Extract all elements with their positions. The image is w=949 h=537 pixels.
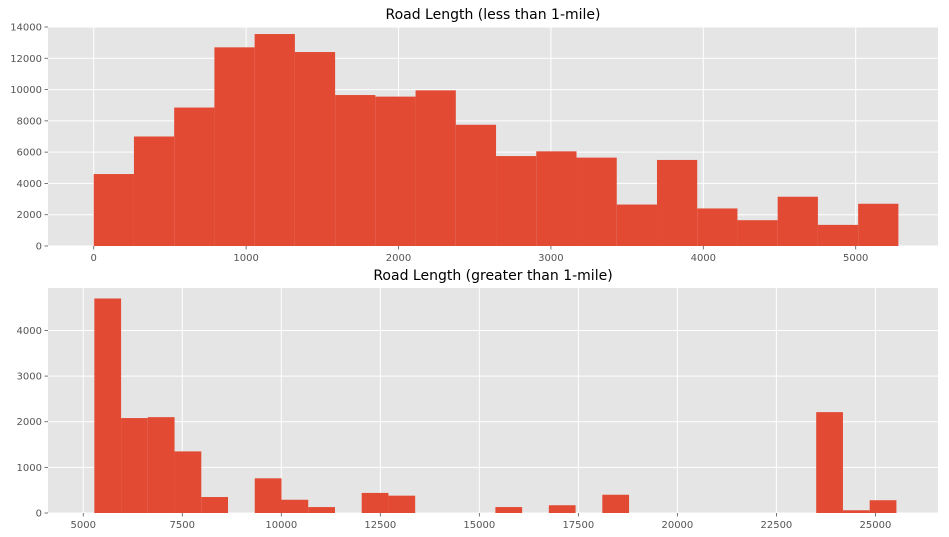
y-tick-label-short-roads: 2000 [17, 210, 42, 221]
histogram-bar-short-roads [777, 196, 818, 246]
bars-short-roads [93, 34, 899, 247]
histogram-bar-long-roads [388, 495, 416, 513]
x-tick-label-long-roads: 12500 [364, 520, 396, 531]
ticks-short-roads: 0 1000 2000 3000 4000 5000 0 2000 4000 6000 8000 10… [10, 23, 868, 265]
x-tick-label-long-roads: 20000 [661, 520, 693, 531]
histogram-bar-long-roads [94, 298, 122, 513]
histogram-bar-short-roads [536, 151, 577, 246]
histogram-bar-short-roads [214, 47, 255, 247]
histogram-bar-short-roads [294, 52, 336, 247]
histogram-bar-long-roads [254, 478, 282, 513]
x-tick-label-short-roads: 5000 [843, 253, 868, 264]
histogram-bar-short-roads [656, 159, 698, 246]
histogram-bar-short-roads [455, 124, 497, 246]
y-tick-label-short-roads: 0 [36, 242, 42, 253]
x-tick-label-short-roads: 3000 [538, 253, 563, 264]
x-tick-label-long-roads: 25000 [860, 520, 892, 531]
y-tick-label-short-roads: 10000 [10, 85, 42, 96]
x-tick-label-short-roads: 1000 [233, 253, 258, 264]
y-tick-label-long-roads: 4000 [17, 326, 42, 337]
histogram-bar-short-roads [858, 203, 899, 246]
histogram-bar-long-roads [201, 497, 229, 513]
histogram-bar-short-roads [576, 157, 617, 246]
chart-title-short-roads: Road Length (less than 1-mile) [385, 7, 600, 23]
histogram-bar-short-roads [174, 107, 215, 246]
histogram-bar-short-roads [496, 156, 537, 246]
histogram-bar-long-roads [495, 507, 523, 513]
histogram-long-roads: 5000 7500 10000 12500 15000 17500 20000 22500 25… [17, 268, 938, 531]
y-tick-label-short-roads: 6000 [17, 148, 42, 159]
x-tick-label-long-roads: 7500 [170, 520, 195, 531]
histogram-bar-long-roads [121, 418, 148, 513]
histogram-bar-long-roads [174, 451, 202, 513]
x-tick-label-long-roads: 5000 [71, 520, 96, 531]
y-tick-label-long-roads: 2000 [17, 417, 42, 428]
histogram-bar-short-roads [737, 220, 778, 246]
y-tick-label-short-roads: 14000 [10, 23, 42, 34]
y-tick-label-short-roads: 8000 [17, 116, 42, 127]
histogram-short-roads: 0 1000 2000 3000 4000 5000 0 2000 4000 6000 8000 10… [10, 7, 938, 264]
ticks-long-roads: 5000 7500 10000 12500 15000 17500 20000 22500 25… [17, 326, 892, 531]
histogram-bar-short-roads [335, 95, 376, 247]
bars-long-roads [94, 298, 897, 513]
histogram-bar-short-roads [817, 224, 859, 246]
x-tick-label-short-roads: 2000 [386, 253, 411, 264]
y-tick-label-long-roads: 1000 [17, 463, 42, 474]
histogram-bar-long-roads [602, 494, 630, 513]
y-tick-label-long-roads: 3000 [17, 372, 42, 383]
histogram-bar-long-roads [281, 499, 309, 513]
histogram-bar-short-roads [133, 136, 175, 246]
histogram-bar-short-roads [375, 96, 416, 246]
y-tick-label-long-roads: 0 [36, 509, 42, 520]
histogram-bar-long-roads [548, 505, 576, 513]
x-tick-label-short-roads: 4000 [691, 253, 716, 264]
y-tick-label-short-roads: 12000 [10, 54, 42, 65]
histogram-bar-long-roads [308, 507, 335, 513]
chart-title-long-roads: Road Length (greater than 1-mile) [373, 268, 612, 284]
histogram-bar-short-roads [616, 204, 657, 246]
y-tick-label-short-roads: 4000 [17, 179, 42, 190]
histogram-bar-long-roads [147, 417, 175, 513]
histogram-bar-short-roads [697, 208, 738, 246]
histogram-bar-short-roads [93, 174, 134, 246]
histogram-bar-long-roads [869, 500, 897, 513]
x-tick-label-long-roads: 22500 [760, 520, 792, 531]
histogram-bar-short-roads [254, 34, 295, 246]
histogram-bar-short-roads [415, 90, 456, 246]
histogram-bar-long-roads [816, 412, 843, 513]
histogram-bar-long-roads [842, 510, 870, 513]
x-tick-label-long-roads: 15000 [463, 520, 495, 531]
x-tick-label-short-roads: 0 [91, 253, 97, 264]
x-tick-label-long-roads: 17500 [562, 520, 594, 531]
histogram-bar-long-roads [361, 492, 389, 513]
x-tick-label-long-roads: 10000 [265, 520, 297, 531]
